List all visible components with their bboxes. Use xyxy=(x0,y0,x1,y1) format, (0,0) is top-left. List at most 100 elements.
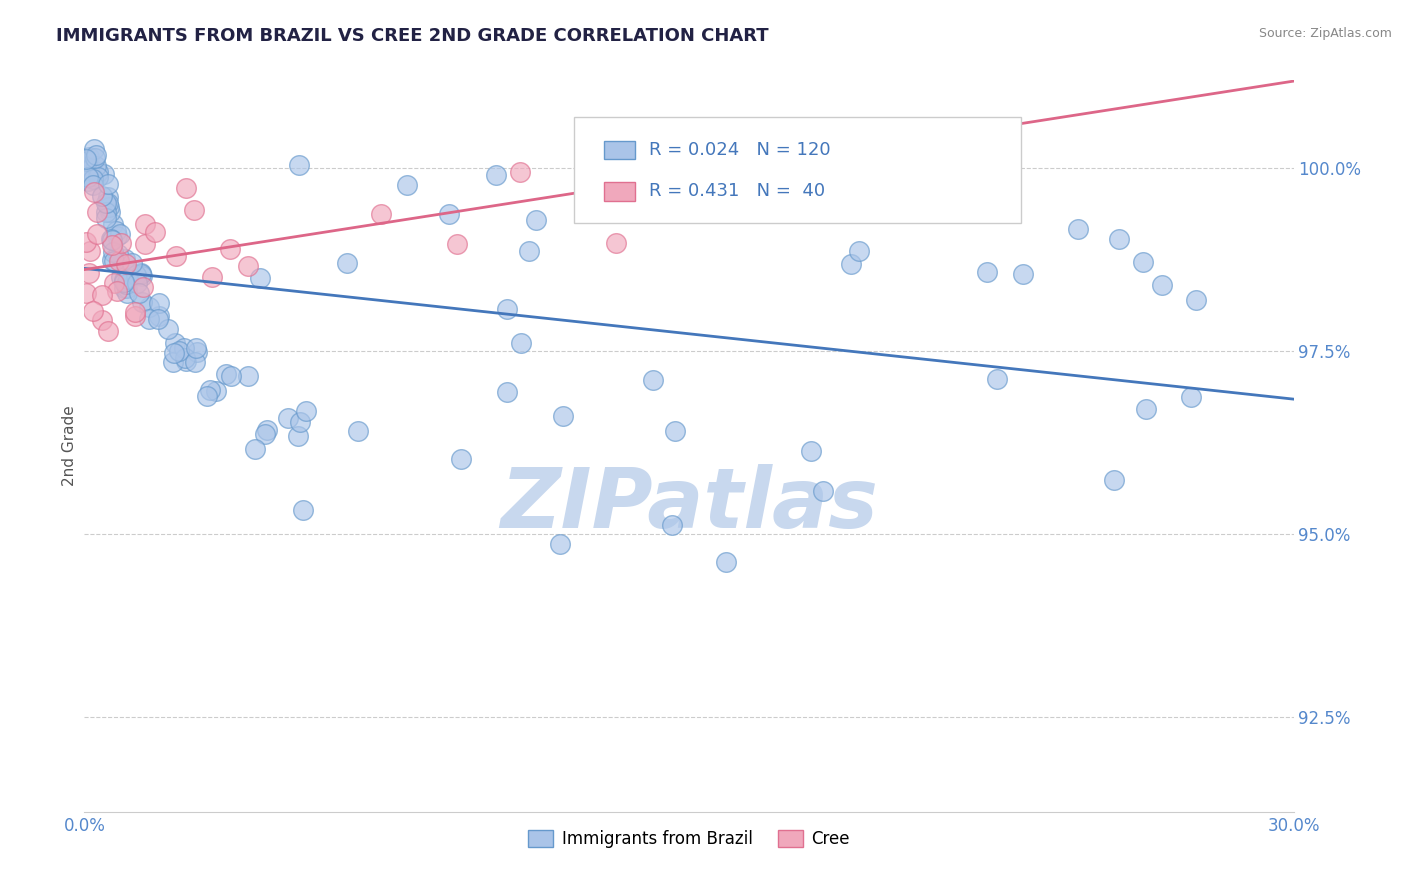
Point xyxy=(714,556,737,570)
Point xyxy=(1185,293,1208,308)
Point xyxy=(148,309,170,323)
Point xyxy=(347,425,370,439)
Point xyxy=(115,257,138,271)
Point xyxy=(131,294,153,309)
Point xyxy=(117,272,139,286)
Point xyxy=(129,267,152,281)
Point xyxy=(84,171,107,186)
Text: R = 0.431   N =  40: R = 0.431 N = 40 xyxy=(650,183,825,201)
Point xyxy=(77,170,100,185)
Point xyxy=(174,351,197,365)
Point xyxy=(91,287,114,301)
Point xyxy=(236,368,259,383)
Point xyxy=(94,195,117,210)
Point xyxy=(131,268,153,283)
Point xyxy=(551,409,574,423)
Point xyxy=(253,426,276,441)
Point xyxy=(100,253,122,268)
Point xyxy=(290,415,312,429)
Point xyxy=(256,424,278,438)
Point xyxy=(336,256,359,270)
Point xyxy=(96,196,118,211)
Point xyxy=(77,266,100,280)
Point xyxy=(110,269,132,284)
Point xyxy=(1132,254,1154,268)
Point xyxy=(184,354,207,368)
Point xyxy=(839,257,862,271)
Point xyxy=(195,389,218,403)
Text: R = 0.024   N = 120: R = 0.024 N = 120 xyxy=(650,141,831,159)
Point xyxy=(107,254,129,268)
Point xyxy=(848,244,870,258)
Point xyxy=(148,296,170,310)
Point xyxy=(98,205,121,219)
Point xyxy=(94,211,117,225)
Point xyxy=(806,132,828,146)
Point xyxy=(1135,401,1157,416)
Point xyxy=(1108,232,1130,246)
Point xyxy=(1150,277,1173,292)
Point xyxy=(650,132,672,146)
Point xyxy=(134,217,156,231)
Point xyxy=(105,229,128,244)
Point xyxy=(107,247,129,261)
Point xyxy=(80,162,103,177)
Point xyxy=(103,276,125,290)
Point xyxy=(134,236,156,251)
Point xyxy=(101,233,124,247)
Point xyxy=(83,151,105,165)
Point xyxy=(510,335,533,350)
Point xyxy=(450,451,472,466)
Point xyxy=(97,324,120,338)
Point xyxy=(143,225,166,239)
Point xyxy=(733,132,755,146)
Point xyxy=(163,346,186,360)
Point xyxy=(485,168,508,182)
Point xyxy=(201,270,224,285)
Point xyxy=(75,286,97,301)
Point xyxy=(138,311,160,326)
Point xyxy=(856,143,879,157)
Point xyxy=(291,502,314,516)
Point xyxy=(524,212,547,227)
Point xyxy=(219,242,242,256)
Point xyxy=(509,165,531,179)
Point xyxy=(605,235,627,250)
Point xyxy=(97,190,120,204)
Point xyxy=(1011,267,1033,281)
Point xyxy=(104,224,127,238)
Legend: Immigrants from Brazil, Cree: Immigrants from Brazil, Cree xyxy=(522,823,856,855)
Point xyxy=(86,227,108,242)
Point xyxy=(162,355,184,369)
Point xyxy=(287,429,309,443)
Point xyxy=(101,244,124,259)
Point xyxy=(986,371,1008,385)
Point xyxy=(87,165,110,179)
Point xyxy=(125,276,148,290)
Point xyxy=(93,167,115,181)
Point xyxy=(114,252,136,266)
Point xyxy=(112,273,135,287)
Point xyxy=(121,256,143,270)
Point xyxy=(1102,473,1125,487)
Point xyxy=(100,232,122,246)
Text: IMMIGRANTS FROM BRAZIL VS CREE 2ND GRADE CORRELATION CHART: IMMIGRANTS FROM BRAZIL VS CREE 2ND GRADE… xyxy=(56,27,769,45)
Point xyxy=(976,265,998,279)
Point xyxy=(84,147,107,161)
Point xyxy=(396,178,419,192)
Point xyxy=(205,384,228,398)
Point xyxy=(83,185,105,199)
Point xyxy=(82,178,104,192)
Point xyxy=(183,203,205,218)
FancyBboxPatch shape xyxy=(574,117,1022,223)
Point xyxy=(108,227,131,241)
Point xyxy=(496,384,519,399)
Point xyxy=(800,444,823,458)
Point xyxy=(941,175,963,189)
Point xyxy=(112,281,135,295)
Point xyxy=(889,144,911,158)
Point xyxy=(887,132,910,146)
Text: ZIPatlas: ZIPatlas xyxy=(501,464,877,545)
Point xyxy=(249,271,271,285)
Y-axis label: 2nd Grade: 2nd Grade xyxy=(62,406,77,486)
